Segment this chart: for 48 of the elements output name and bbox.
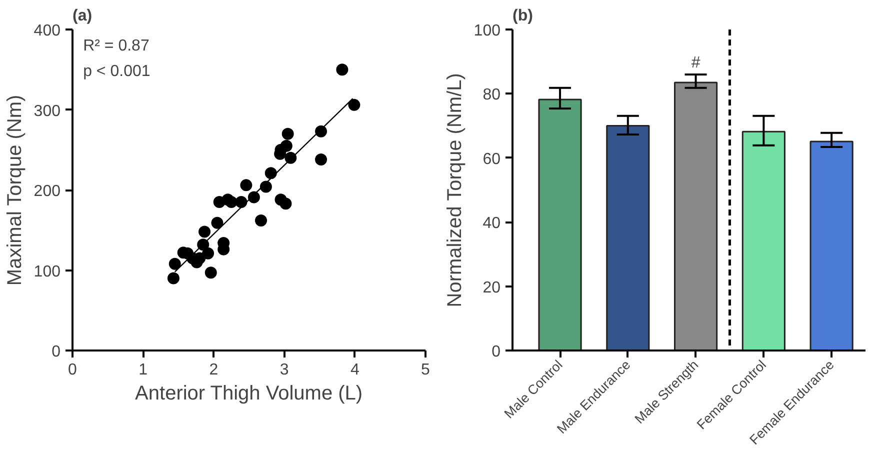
x-tick-label: 5	[421, 362, 430, 378]
point	[336, 64, 348, 76]
point	[260, 180, 272, 193]
point	[280, 198, 292, 210]
point	[315, 154, 328, 166]
annotation: R² = 0.87	[83, 38, 150, 55]
point	[282, 128, 294, 140]
point	[211, 216, 224, 229]
y-tick-label: 80	[482, 86, 501, 104]
x-tick-label: 2	[209, 362, 218, 378]
point	[255, 214, 267, 226]
point	[225, 196, 238, 208]
y-axis-title: Maximal Torque (Nm)	[4, 94, 26, 286]
y-tick-label: 0	[492, 344, 501, 360]
point	[204, 266, 217, 279]
bar	[674, 82, 718, 350]
y-tick-label: 100	[474, 22, 501, 40]
y-tick-label: 200	[34, 183, 61, 200]
y-tick-label: 300	[34, 102, 61, 120]
x-axis-title: Anterior Thigh Volume (L)	[135, 382, 363, 404]
bar	[538, 98, 582, 350]
y-tick-label: 100	[34, 263, 61, 280]
x-tick-label: 1	[138, 362, 148, 378]
x-tick-label: 4	[350, 362, 360, 378]
y-tick-label: 0	[52, 344, 61, 360]
bar	[742, 130, 786, 350]
bar	[606, 125, 650, 350]
chart-title: (a)	[72, 8, 92, 24]
point	[168, 258, 181, 270]
bar	[810, 140, 854, 350]
point	[280, 140, 292, 152]
y-axis-title: Normalized Torque (Nm/L)	[444, 73, 466, 308]
point	[167, 272, 180, 284]
annotation: p < 0.001	[83, 63, 150, 80]
y-tick-label: 20	[482, 279, 501, 296]
point	[348, 98, 360, 111]
chart-title: (b)	[512, 8, 533, 24]
point	[198, 226, 211, 238]
point	[202, 247, 214, 260]
point	[240, 179, 252, 192]
annotation: #	[691, 54, 700, 72]
point	[235, 196, 248, 208]
point	[315, 125, 328, 138]
y-tick-label: 400	[34, 22, 61, 40]
y-tick-label: 40	[482, 215, 501, 232]
y-tick-label: 60	[482, 150, 501, 168]
x-tick-label: 3	[280, 362, 289, 378]
x-tick-label: 0	[68, 362, 78, 378]
